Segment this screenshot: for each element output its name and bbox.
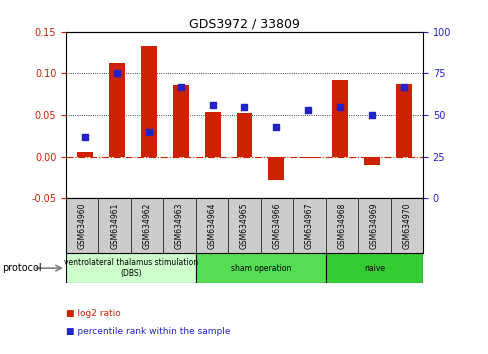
Point <box>208 102 216 108</box>
Bar <box>109 63 125 156</box>
Bar <box>300 156 316 158</box>
FancyBboxPatch shape <box>325 253 422 283</box>
Text: protocol: protocol <box>2 263 42 273</box>
Text: GSM634963: GSM634963 <box>175 202 183 249</box>
Text: GSM634964: GSM634964 <box>207 202 216 249</box>
Text: GSM634967: GSM634967 <box>305 202 313 249</box>
Text: sham operation: sham operation <box>230 264 290 273</box>
Bar <box>77 153 93 156</box>
Point <box>113 71 121 76</box>
Point <box>144 129 152 135</box>
Point <box>399 84 407 90</box>
Text: GSM634962: GSM634962 <box>142 202 151 249</box>
Text: GSM634965: GSM634965 <box>240 202 248 249</box>
Text: GSM634968: GSM634968 <box>337 202 346 249</box>
Title: GDS3972 / 33809: GDS3972 / 33809 <box>189 18 299 31</box>
Text: GSM634961: GSM634961 <box>110 202 119 249</box>
Point <box>336 104 344 110</box>
Point <box>240 104 248 110</box>
Point <box>304 107 311 113</box>
Bar <box>204 112 220 156</box>
Bar <box>395 84 411 156</box>
Point <box>367 112 375 118</box>
Text: GSM634960: GSM634960 <box>78 202 86 249</box>
Text: GSM634966: GSM634966 <box>272 202 281 249</box>
Bar <box>331 80 347 156</box>
Text: ventrolateral thalamus stimulation
(DBS): ventrolateral thalamus stimulation (DBS) <box>64 258 198 278</box>
Bar <box>236 113 252 156</box>
Point <box>272 124 280 130</box>
Point <box>81 134 89 139</box>
Text: GSM634970: GSM634970 <box>402 202 410 249</box>
Bar <box>141 46 157 156</box>
Text: naive: naive <box>363 264 384 273</box>
Point <box>177 84 184 90</box>
Bar <box>172 85 188 156</box>
FancyBboxPatch shape <box>66 253 195 283</box>
Text: ■ log2 ratio: ■ log2 ratio <box>66 309 121 318</box>
Bar <box>268 156 284 180</box>
FancyBboxPatch shape <box>195 253 325 283</box>
Text: ■ percentile rank within the sample: ■ percentile rank within the sample <box>66 327 230 336</box>
Text: GSM634969: GSM634969 <box>369 202 378 249</box>
Bar <box>363 156 379 165</box>
